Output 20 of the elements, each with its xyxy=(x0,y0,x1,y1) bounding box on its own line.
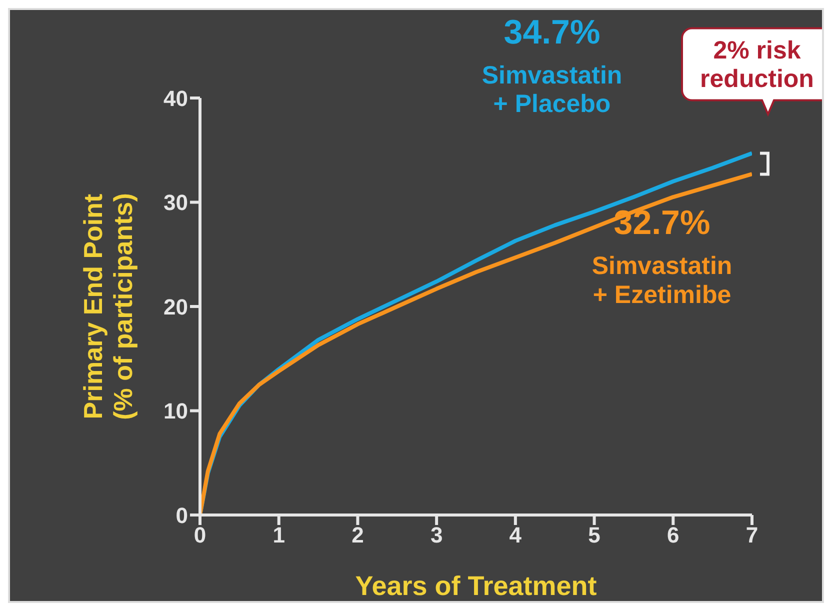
y-tick-label: 40 xyxy=(164,86,188,111)
x-tick-label: 4 xyxy=(509,522,522,548)
x-tick-label: 5 xyxy=(588,522,600,548)
text: 34.7% xyxy=(504,13,600,52)
y-tick-label: 0 xyxy=(176,502,188,528)
annotation: 2% risk reduction xyxy=(700,36,814,94)
y-tick-label: 20 xyxy=(164,294,188,320)
y-tick-label: 30 xyxy=(164,190,188,216)
x-axis-title: Years of Treatment xyxy=(355,571,597,601)
x-tick-label: 3 xyxy=(430,522,443,548)
x-tick-label: 0 xyxy=(194,522,206,548)
x-tick-label: 2 xyxy=(352,522,364,548)
x-tick-label: 7 xyxy=(746,522,758,548)
x-tick-label: 6 xyxy=(667,522,680,548)
series-label: Simvastatin + Ezetimibe xyxy=(592,252,732,309)
y-axis-title: Primary End Point (% of participants) xyxy=(78,193,138,420)
x-tick-label: 1 xyxy=(272,522,285,548)
text: Simvastatin + Placebo xyxy=(482,61,622,118)
annotation: 32.7% xyxy=(614,204,710,242)
y-tick-label: 10 xyxy=(164,398,188,424)
